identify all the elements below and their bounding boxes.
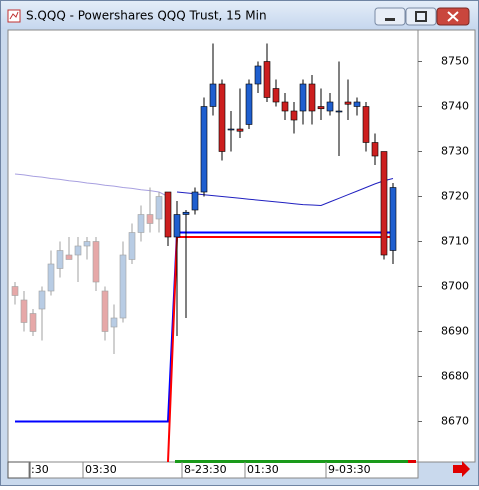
candle-body [164, 191, 172, 238]
y-tick-label: 8690 [441, 325, 469, 338]
y-tick-label: 8700 [441, 280, 469, 293]
candle-body [29, 313, 37, 332]
maximize-button[interactable] [405, 7, 437, 26]
candle-body [182, 211, 190, 215]
y-tick-label: 8750 [441, 55, 469, 68]
candle-body [209, 83, 217, 107]
candle-body [281, 101, 289, 112]
candle-body [20, 299, 28, 323]
corner-box [7, 461, 31, 479]
plot: 8670 8680 8690 8700 8710 8720 8730 8740 8750 :30 0… [11, 43, 469, 478]
candle-body [317, 106, 325, 110]
x-tick-label: 03:30 [85, 463, 117, 476]
candle-body [326, 101, 334, 112]
minimize-button[interactable] [374, 7, 406, 26]
candle-body [74, 245, 82, 256]
candle-body [263, 61, 271, 98]
indicator-line [14, 173, 169, 197]
candle-body [173, 214, 181, 238]
y-tick-label: 8720 [441, 190, 469, 203]
y-tick-label: 8670 [441, 415, 469, 428]
candle-body [65, 254, 73, 260]
candle-body [155, 196, 163, 220]
candle-body [56, 250, 64, 269]
app-icon [7, 9, 21, 23]
close-glyph [447, 11, 459, 22]
candle-body [290, 110, 298, 121]
candle-body [353, 101, 361, 107]
indicator-line [167, 236, 393, 463]
session-bar [175, 460, 410, 463]
candle-body [380, 151, 388, 256]
candle-body [236, 128, 244, 132]
candle-body [137, 214, 145, 233]
y-tick-label: 8730 [441, 145, 469, 158]
candle-body [83, 241, 91, 247]
candle-body [344, 101, 352, 105]
window-title: S.QQQ - Powershares QQQ Trust, 15 Min [26, 9, 267, 23]
candle-body [245, 83, 253, 125]
candle-body [101, 290, 109, 332]
candle-body [218, 83, 226, 152]
candle-body [227, 128, 235, 131]
candle-body [92, 241, 100, 283]
candle-body [362, 106, 370, 143]
indicator-line [15, 231, 393, 423]
app-icon-glyph [9, 11, 19, 20]
candle-body [335, 110, 343, 113]
candle-body [272, 88, 280, 103]
candle-body [11, 286, 19, 296]
session-end [408, 460, 416, 463]
candle-body [47, 263, 55, 292]
y-tick-label: 8740 [441, 100, 469, 113]
candle-body [119, 254, 127, 319]
price-axis-area [417, 29, 476, 463]
candle-body [308, 83, 316, 112]
maximize-glyph [415, 11, 427, 22]
candle-body [254, 65, 262, 85]
candle-body [389, 187, 397, 251]
x-tick-label: 8-23:30 [184, 463, 227, 476]
candle-body [110, 317, 118, 328]
candle-body [200, 106, 208, 193]
candle-body [191, 191, 199, 211]
candle-body [299, 83, 307, 112]
scroll-arrow[interactable] [453, 461, 470, 477]
candle-body [146, 214, 154, 224]
y-tick-label: 8710 [441, 235, 469, 248]
y-tick-label: 8680 [441, 370, 469, 383]
x-tick-label: 9-03:30 [328, 463, 371, 476]
x-tick-label: 01:30 [247, 463, 279, 476]
candle-body [38, 290, 46, 310]
x-tick-label: :30 [31, 463, 49, 476]
minimize-glyph [385, 18, 395, 21]
candle-body [128, 232, 136, 260]
candle-body [371, 142, 379, 157]
indicator-line [176, 178, 394, 207]
